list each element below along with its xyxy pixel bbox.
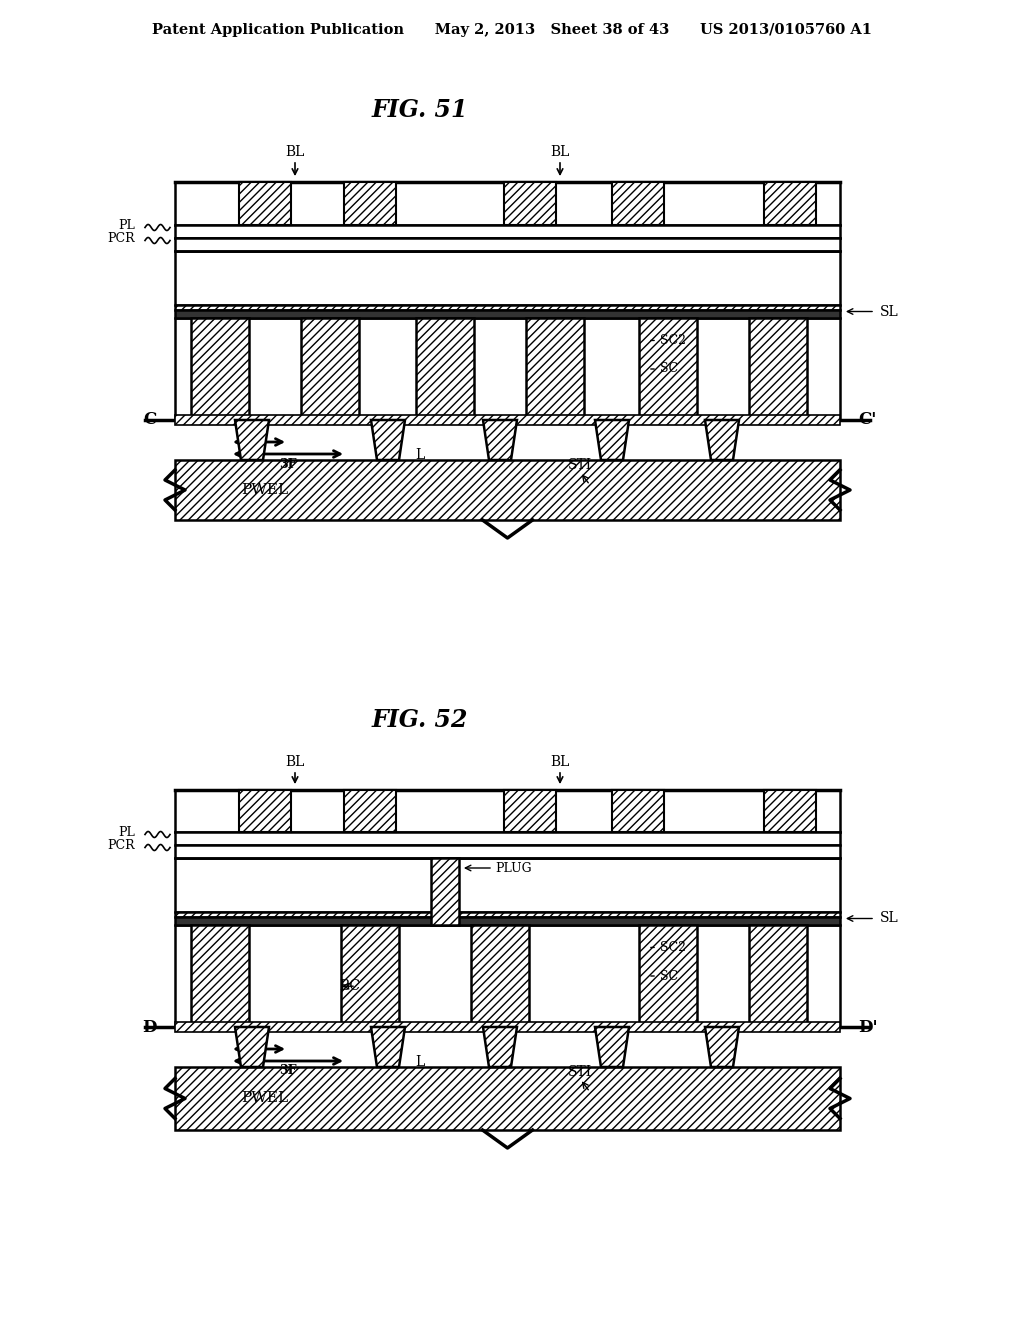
Bar (175, 414, 840, 425)
Bar (504, 182, 556, 224)
Bar (639, 318, 697, 420)
Bar (175, 251, 840, 305)
Text: C: C (143, 412, 157, 429)
Bar (175, 1067, 840, 1130)
Text: SC: SC (660, 969, 678, 982)
Text: 3F: 3F (280, 1064, 297, 1077)
Bar (175, 459, 840, 520)
Text: D': D' (858, 1019, 878, 1035)
Text: BL: BL (286, 755, 305, 770)
Polygon shape (371, 420, 406, 459)
Polygon shape (371, 1027, 406, 1067)
Bar (175, 310, 840, 318)
Bar (175, 318, 840, 420)
Text: L: L (416, 1055, 425, 1069)
Bar (749, 318, 807, 420)
Polygon shape (595, 420, 629, 459)
Text: PL: PL (118, 826, 135, 840)
Polygon shape (705, 420, 739, 459)
Text: FIG. 51: FIG. 51 (372, 98, 468, 121)
Text: PCR: PCR (108, 232, 135, 246)
Text: SL: SL (880, 912, 899, 925)
Text: 3F: 3F (280, 458, 297, 470)
Bar (341, 925, 399, 1027)
Text: STI: STI (568, 458, 592, 473)
Bar (191, 318, 249, 420)
Bar (175, 912, 840, 917)
Text: Patent Application Publication      May 2, 2013   Sheet 38 of 43      US 2013/01: Patent Application Publication May 2, 20… (152, 22, 872, 37)
Text: 2F: 2F (250, 425, 268, 438)
Bar (175, 917, 840, 925)
Polygon shape (483, 420, 517, 459)
Text: BL: BL (550, 755, 569, 770)
Bar (175, 1022, 840, 1032)
Bar (471, 925, 529, 1027)
Bar (175, 238, 840, 251)
Bar (749, 925, 807, 1027)
Text: SL: SL (880, 305, 899, 318)
Bar (239, 182, 291, 224)
Bar (191, 925, 249, 1027)
Text: PCR: PCR (108, 840, 135, 851)
Polygon shape (234, 420, 269, 459)
Text: STI: STI (568, 1065, 592, 1078)
Bar (344, 182, 396, 224)
Bar (639, 925, 697, 1027)
Text: L: L (416, 447, 425, 462)
Text: SC: SC (660, 363, 678, 375)
Bar (504, 789, 556, 832)
Text: SC2: SC2 (660, 334, 686, 347)
Bar (175, 832, 840, 845)
Text: PL: PL (118, 219, 135, 232)
Polygon shape (234, 1027, 269, 1067)
Text: D: D (142, 1019, 157, 1035)
Text: BL: BL (550, 145, 569, 158)
Polygon shape (483, 1027, 517, 1067)
Bar (175, 305, 840, 310)
Bar (764, 789, 816, 832)
Bar (301, 318, 359, 420)
Bar (612, 789, 664, 832)
Bar (764, 182, 816, 224)
Polygon shape (595, 1027, 629, 1067)
Bar (175, 925, 840, 1027)
Bar (344, 789, 396, 832)
Text: BC: BC (339, 979, 360, 993)
Text: PWEL: PWEL (242, 1092, 289, 1106)
Text: PWEL: PWEL (242, 483, 289, 498)
Text: C': C' (858, 412, 877, 429)
Bar (431, 858, 459, 925)
Bar (239, 789, 291, 832)
Bar (175, 845, 840, 858)
Text: SC2: SC2 (660, 941, 686, 954)
Bar (175, 224, 840, 238)
Polygon shape (705, 1027, 739, 1067)
Bar (612, 182, 664, 224)
Bar (526, 318, 584, 420)
Text: 2F: 2F (250, 1032, 268, 1045)
Text: BL: BL (286, 145, 305, 158)
Text: FIG. 52: FIG. 52 (372, 708, 468, 733)
Bar (175, 858, 840, 912)
Bar (416, 318, 474, 420)
Text: PLUG: PLUG (495, 862, 531, 874)
